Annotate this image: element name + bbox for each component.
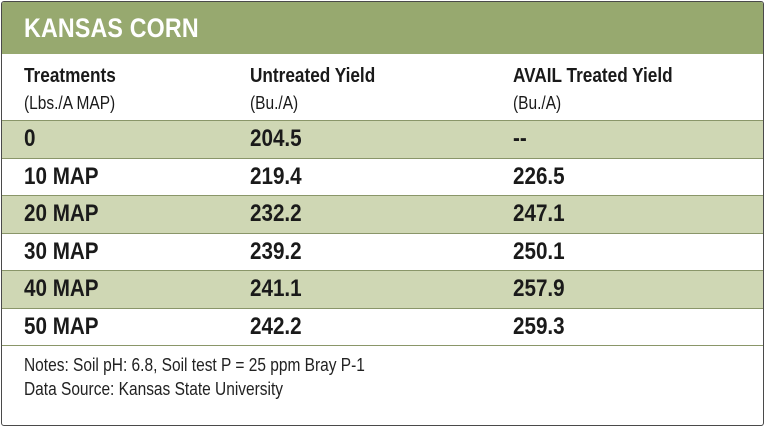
cell-avail: 259.3: [513, 312, 565, 340]
cell-untreated: 239.2: [250, 237, 302, 265]
cell-treatment: 10 MAP: [24, 162, 99, 190]
table-row: 30 MAP 239.2 250.1: [2, 232, 763, 271]
cell-treatment: 0: [24, 125, 36, 153]
cell-untreated: 232.2: [250, 200, 302, 228]
cell-treatment: 40 MAP: [24, 275, 99, 303]
table-row: 50 MAP 242.2 259.3: [2, 307, 763, 346]
cell-avail: 247.1: [513, 200, 565, 228]
cell-untreated: 204.5: [250, 125, 302, 153]
header-treatments: Treatments: [24, 65, 116, 87]
table-row: 0 204.5 --: [2, 120, 763, 158]
table-notes: Notes: Soil pH: 6.8, Soil test P = 25 pp…: [2, 345, 763, 425]
cell-untreated: 219.4: [250, 162, 302, 190]
table-row: 10 MAP 219.4 226.5: [2, 157, 763, 196]
notes-soil: Notes: Soil pH: 6.8, Soil test P = 25 pp…: [24, 355, 365, 375]
notes-data-source: Data Source: Kansas State University: [24, 379, 283, 399]
table-row: 40 MAP 241.1 257.9: [2, 270, 763, 308]
header-treatments-unit: (Lbs./A MAP): [24, 93, 116, 113]
cell-treatment: 30 MAP: [24, 237, 99, 265]
cell-avail: 257.9: [513, 275, 565, 303]
cell-untreated: 241.1: [250, 275, 302, 303]
table-row: 20 MAP 232.2 247.1: [2, 195, 763, 233]
cell-avail: 226.5: [513, 162, 565, 190]
header-untreated-unit: (Bu./A): [250, 93, 299, 113]
cell-treatment: 50 MAP: [24, 312, 99, 340]
title-bar: KANSAS CORN: [2, 2, 763, 54]
cell-treatment: 20 MAP: [24, 200, 99, 228]
cell-avail: --: [513, 125, 527, 153]
table-title: KANSAS CORN: [24, 12, 199, 43]
header-untreated-yield: Untreated Yield: [250, 65, 376, 87]
header-avail-unit: (Bu./A): [513, 93, 562, 113]
header-avail-treated-yield: AVAIL Treated Yield: [513, 65, 673, 87]
table-header: Treatments Untreated Yield AVAIL Treated…: [2, 54, 763, 120]
cell-avail: 250.1: [513, 237, 565, 265]
table-body: 0 204.5 -- 10 MAP 219.4 226.5 20 MAP 232…: [2, 120, 763, 345]
cell-untreated: 242.2: [250, 312, 302, 340]
